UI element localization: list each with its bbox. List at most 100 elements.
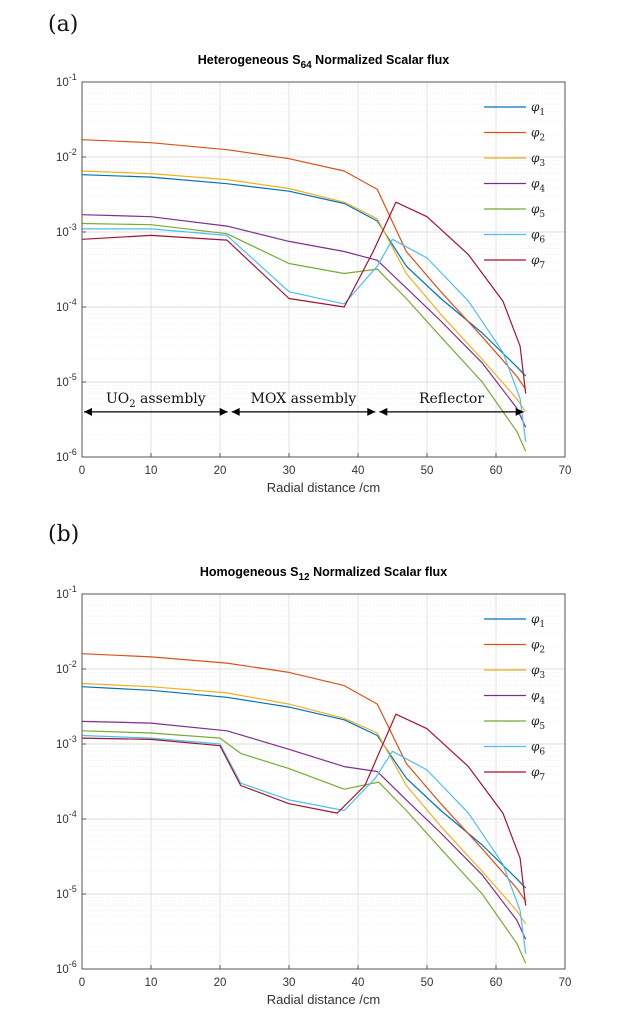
chart-title-subscript: 64 [301, 60, 313, 71]
y-tick-label: 10-3 [56, 222, 77, 239]
series-line-phi-3 [81, 170, 527, 413]
legend-entry-subscript: 5 [539, 722, 545, 732]
y-tick-base: 10 [56, 964, 69, 976]
region-arrowhead-right [367, 407, 376, 416]
legend-entry-subscript: 7 [539, 773, 545, 783]
x-tick-label: 50 [421, 465, 434, 477]
legend-entry: φ1 [531, 100, 545, 118]
region-label: Reflector [419, 391, 484, 407]
legend-entry-subscript: 4 [539, 185, 545, 195]
grid [82, 82, 565, 457]
legend-entry-subscript: 1 [539, 620, 545, 630]
y-tick-label: 10-1 [56, 72, 77, 89]
chart-title: Homogeneous S12 Normalized Scalar flux [200, 565, 447, 583]
y-tick-exponent: -4 [69, 809, 77, 819]
y-tick-exponent: -4 [69, 297, 77, 307]
legend-entry: φ1 [531, 612, 545, 630]
x-tick-label: 50 [421, 977, 434, 989]
legend-entry: φ7 [531, 253, 545, 271]
legend-entry-subscript: 6 [539, 236, 545, 246]
y-tick-exponent: -6 [69, 447, 77, 457]
series-line-phi-6 [82, 228, 527, 442]
x-tick-label: 0 [79, 977, 85, 989]
x-tick-label: 0 [79, 465, 85, 477]
y-tick-exponent: -2 [69, 659, 77, 669]
legend-entry-name: φ [531, 202, 540, 216]
y-tick-base: 10 [56, 739, 69, 751]
legend-entry: φ3 [531, 663, 545, 681]
legend-entry-subscript: 5 [539, 210, 545, 220]
y-tick-exponent: -5 [69, 884, 77, 894]
y-tick-base: 10 [56, 77, 69, 89]
x-tick-label: 10 [145, 977, 158, 989]
series-line-phi-4 [81, 720, 527, 940]
region-label: UO2 assembly [106, 391, 206, 410]
legend-entry: φ7 [531, 765, 545, 783]
y-tick-base: 10 [56, 589, 69, 601]
plot-area-border [81, 593, 566, 970]
x-tick-label: 40 [352, 465, 365, 477]
region-arrowhead-right [219, 407, 228, 416]
region-label: MOX assembly [251, 391, 357, 407]
legend-entry-name: φ [531, 177, 540, 191]
x-tick-label: 10 [145, 465, 158, 477]
legend-entry: φ4 [531, 689, 545, 707]
region-label-text-end: assembly [136, 391, 206, 407]
legend-entry: φ3 [531, 151, 545, 169]
legend-entry-name: φ [531, 126, 540, 140]
legend-entry-subscript: 3 [539, 159, 545, 169]
y-tick-label: 10-2 [56, 147, 77, 164]
series-line-phi-6 [81, 734, 527, 954]
x-tick-label: 30 [283, 977, 296, 989]
region-arrowhead-left [379, 407, 388, 416]
legend-entry: φ6 [531, 228, 545, 246]
series-line-phi-2 [81, 653, 527, 902]
chart-title-subscript: 12 [298, 572, 310, 583]
series-line-phi-5 [81, 222, 527, 452]
legend-entry-subscript: 7 [539, 261, 545, 271]
legend-entry-name: φ [531, 740, 540, 754]
y-tick-label: 10-5 [56, 372, 77, 389]
x-tick-label: 60 [490, 977, 503, 989]
legend-entry: φ4 [531, 177, 545, 195]
y-tick-label: 10-6 [56, 959, 77, 976]
y-tick-label: 10-2 [56, 659, 77, 676]
chart-title-text-end: Normalized Scalar flux [310, 565, 448, 579]
x-tick-label: 40 [352, 977, 365, 989]
region-arrowhead-left [231, 407, 240, 416]
series-line-phi-3 [81, 682, 527, 925]
legend-entry-name: φ [531, 151, 540, 165]
x-tick-label: 20 [214, 977, 227, 989]
grid [82, 594, 565, 969]
legend-entry-name: φ [531, 714, 540, 728]
y-tick-label: 10-4 [56, 297, 77, 314]
legend-entry: φ2 [531, 126, 545, 144]
legend-entry-subscript: 1 [539, 108, 545, 118]
y-tick-base: 10 [56, 452, 69, 464]
x-tick-label: 70 [559, 465, 572, 477]
x-axis-label: Radial distance /cm [267, 480, 380, 495]
y-tick-exponent: -5 [69, 372, 77, 382]
region-label-text: MOX assembly [251, 391, 357, 407]
y-tick-exponent: -1 [69, 584, 77, 594]
y-tick-label: 10-6 [56, 447, 77, 464]
series-group [81, 653, 527, 964]
panel-label-b: (b) [48, 522, 80, 547]
series-line-phi-4 [81, 214, 527, 428]
y-tick-base: 10 [56, 664, 69, 676]
legend-entry-name: φ [531, 663, 540, 677]
x-tick-label: 70 [559, 977, 572, 989]
x-tick-label: 60 [490, 465, 503, 477]
legend-entry-subscript: 4 [539, 697, 545, 707]
panel-label-a: (a) [48, 12, 79, 37]
legend-entry: φ5 [531, 202, 545, 220]
chart-title-text-end: Normalized Scalar flux [312, 53, 450, 67]
y-tick-label: 10-1 [56, 584, 77, 601]
y-tick-exponent: -1 [69, 72, 77, 82]
legend-entry-subscript: 2 [539, 646, 545, 656]
y-tick-base: 10 [56, 227, 69, 239]
y-tick-exponent: -3 [69, 734, 77, 744]
series-line-phi-1 [81, 174, 527, 377]
